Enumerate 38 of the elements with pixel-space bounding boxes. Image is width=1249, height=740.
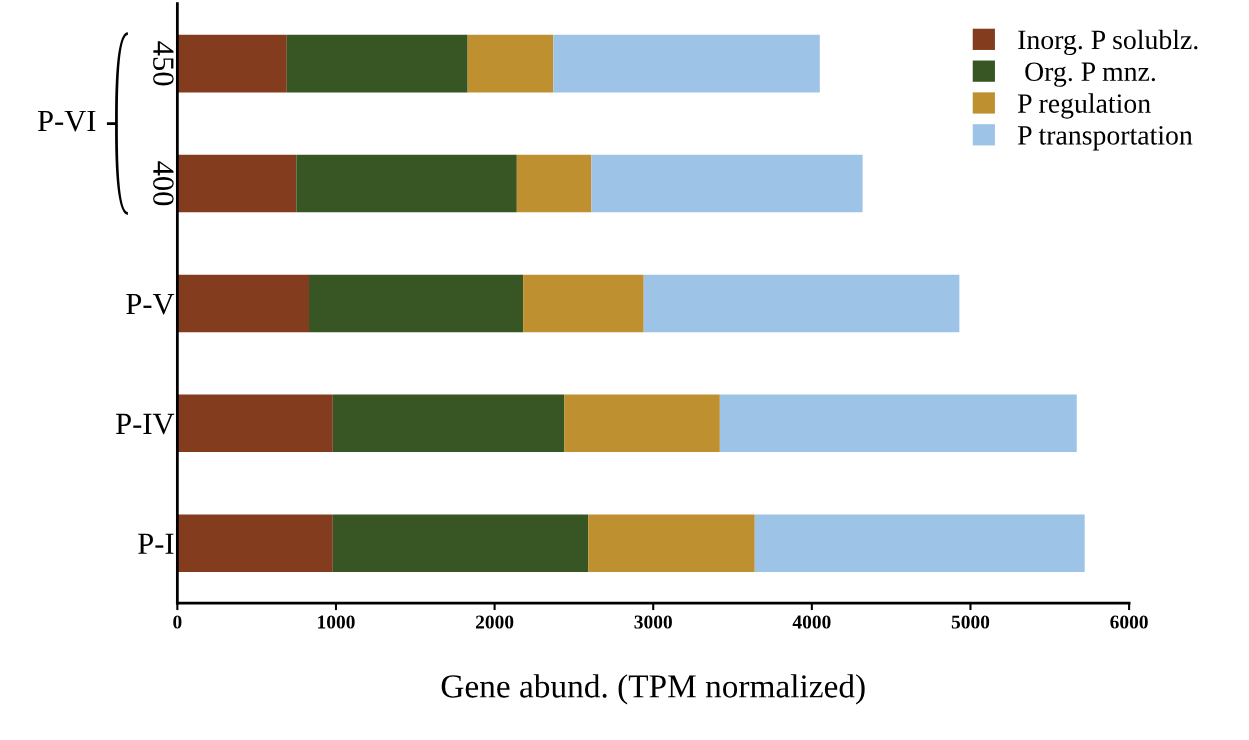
legend-label: P transportation [1017,126,1193,151]
bar [177,274,310,333]
legend-label: Inorg. P solublz. [1018,29,1198,55]
bar [296,154,517,213]
bar [754,514,1085,572]
bar [332,514,589,572]
x-tick-label: 6000 [1110,615,1148,629]
bar [177,514,333,572]
y-tick-label: P-IV [116,413,175,435]
bar [564,394,720,453]
bar [516,154,592,213]
x-tick-label: 4000 [792,615,831,629]
bar [177,154,297,213]
x-tick-label: 5000 [951,615,990,629]
legend-label: Org. P mnz. [1025,62,1155,87]
y-tick-label: 450 [153,41,174,86]
bar [591,154,863,213]
bar [523,274,644,333]
y-tick-label: P-V [126,293,175,315]
x-tick-label: 2000 [475,615,514,629]
x-tick-label: 0 [173,615,182,629]
legend-label: P regulation [1017,93,1151,119]
bar [553,34,820,93]
x-axis-title: Gene abund. (TPM normalized) [441,674,865,705]
bar [309,274,524,333]
y-tick-label: P-I [138,533,174,554]
bar [643,274,960,333]
x-tick-label: 3000 [634,615,672,629]
bar [177,394,333,453]
bar [177,34,287,93]
text: P-VI [37,110,96,132]
x-tick-label: 1000 [318,615,355,629]
bar [332,394,565,453]
bar [286,34,468,93]
bar [467,34,554,93]
bar [588,514,755,572]
bar [719,394,1077,453]
y-tick-label: 400 [153,161,174,206]
